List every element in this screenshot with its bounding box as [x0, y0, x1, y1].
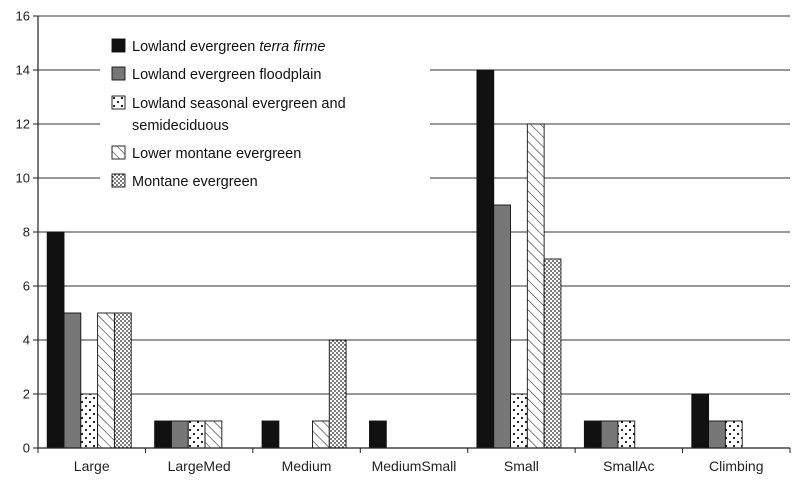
- bar: [493, 204, 511, 449]
- legend-box: [100, 28, 430, 200]
- legend-label: Lowland seasonal evergreen and: [132, 96, 346, 112]
- legend-swatch: [111, 95, 126, 110]
- y-tick-label: 6: [23, 279, 30, 294]
- bar: [97, 312, 115, 449]
- y-tick-label: 8: [23, 225, 30, 240]
- y-tick-label: 12: [16, 117, 30, 132]
- bar: [154, 420, 172, 449]
- y-tick-label: 14: [16, 63, 30, 78]
- legend-swatch: [111, 145, 126, 160]
- legend-label: Lowland evergreen terra firme: [132, 39, 325, 55]
- x-tick-label: Medium: [282, 458, 332, 474]
- y-tick-label: 16: [16, 9, 30, 24]
- bar: [369, 420, 387, 449]
- bar: [583, 420, 602, 449]
- y-tick-label: 2: [23, 387, 30, 402]
- bar: [46, 231, 65, 449]
- bar: [312, 420, 330, 449]
- bar: [543, 258, 562, 449]
- bar: [510, 393, 528, 449]
- legend: Lowland evergreen terra firme Lowland eve…: [100, 28, 430, 200]
- x-tick-label: Climbing: [709, 458, 763, 474]
- y-tick-label: 10: [16, 171, 30, 186]
- bar: [476, 69, 495, 449]
- bar: [724, 420, 743, 449]
- bar: [113, 312, 132, 449]
- bar: [80, 393, 99, 449]
- legend-swatch: [111, 173, 126, 188]
- bar: [187, 420, 206, 449]
- y-tick-label: 4: [23, 333, 30, 348]
- bar: [600, 420, 619, 449]
- legend-label: Lower montane evergreen: [132, 146, 301, 162]
- legend-label-continued: semideciduous: [132, 118, 229, 134]
- x-tick-label: MediumSmall: [372, 458, 457, 474]
- bar: [708, 420, 726, 449]
- axes: 0 2 4 6 8 10 12 14 16 Large LargeMed Medium MediumSm…: [16, 9, 791, 474]
- legend-swatch: [111, 38, 126, 53]
- bar: [617, 420, 636, 449]
- x-tick-label: SmallAc: [603, 458, 654, 474]
- bar: [691, 393, 710, 449]
- bar: [204, 420, 223, 449]
- x-tick-label: Small: [504, 458, 539, 474]
- bar: [170, 420, 189, 449]
- bar: [328, 339, 347, 449]
- x-tick-label: Large: [74, 458, 110, 474]
- legend-label: Montane evergreen: [132, 174, 258, 190]
- legend-label: Lowland evergreen floodplain: [132, 67, 321, 83]
- bar: [63, 312, 82, 449]
- legend-swatch: [111, 66, 126, 81]
- y-tick-label: 0: [23, 441, 30, 456]
- bar: [526, 123, 545, 449]
- x-tick-label: LargeMed: [168, 458, 231, 474]
- bar: [261, 420, 280, 449]
